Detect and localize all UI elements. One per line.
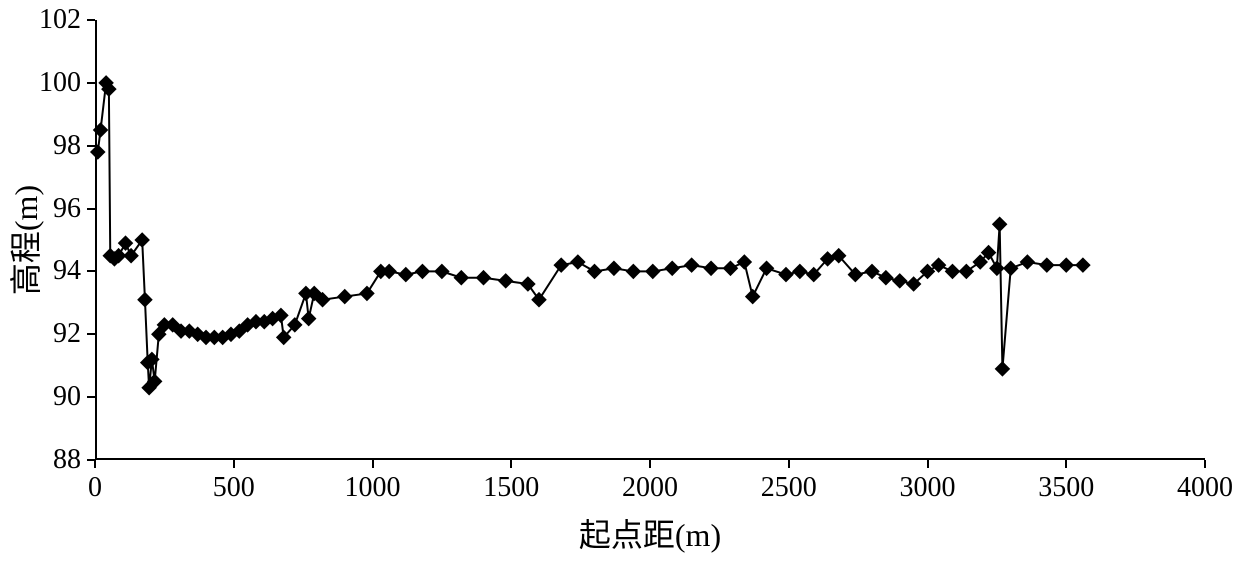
- x-tick-label: 3500: [1038, 472, 1094, 504]
- data-marker: [338, 290, 352, 304]
- data-marker: [135, 233, 149, 247]
- x-tick: [927, 460, 929, 468]
- data-marker: [685, 258, 699, 272]
- data-marker: [759, 261, 773, 275]
- y-tick-label: 100: [0, 67, 81, 99]
- x-tick: [649, 460, 651, 468]
- series-line: [98, 83, 1083, 388]
- data-marker: [1004, 261, 1018, 275]
- data-marker: [995, 362, 1009, 376]
- data-marker: [665, 261, 679, 275]
- x-tick-label: 2000: [622, 472, 678, 504]
- data-marker: [879, 271, 893, 285]
- data-marker: [124, 249, 138, 263]
- x-tick-label: 4000: [1177, 472, 1233, 504]
- data-marker: [865, 264, 879, 278]
- data-marker: [118, 236, 132, 250]
- data-marker: [959, 264, 973, 278]
- data-marker: [1076, 258, 1090, 272]
- x-tick: [372, 460, 374, 468]
- data-marker: [302, 312, 316, 326]
- data-marker: [382, 264, 396, 278]
- data-marker: [521, 277, 535, 291]
- data-marker: [779, 268, 793, 282]
- x-tick-label: 0: [88, 472, 102, 504]
- y-tick: [87, 333, 95, 335]
- x-axis-title: 起点距(m): [579, 510, 721, 556]
- data-marker: [990, 261, 1004, 275]
- data-marker: [723, 261, 737, 275]
- x-tick: [510, 460, 512, 468]
- x-tick-label: 1000: [345, 472, 401, 504]
- x-tick: [233, 460, 235, 468]
- data-marker: [746, 290, 760, 304]
- data-marker: [554, 258, 568, 272]
- data-marker: [1040, 258, 1054, 272]
- data-marker: [1020, 255, 1034, 269]
- data-marker: [360, 286, 374, 300]
- data-marker: [91, 145, 105, 159]
- data-marker: [532, 293, 546, 307]
- data-marker: [399, 268, 413, 282]
- y-tick-label: 92: [0, 318, 81, 350]
- y-tick: [87, 82, 95, 84]
- x-tick-label: 2500: [761, 472, 817, 504]
- data-marker: [435, 264, 449, 278]
- data-marker: [793, 264, 807, 278]
- y-tick: [87, 19, 95, 21]
- y-tick-label: 90: [0, 381, 81, 413]
- data-marker: [415, 264, 429, 278]
- data-marker: [454, 271, 468, 285]
- x-tick: [1065, 460, 1067, 468]
- data-marker: [587, 264, 601, 278]
- y-tick-label: 88: [0, 444, 81, 476]
- data-marker: [646, 264, 660, 278]
- x-tick-label: 3000: [900, 472, 956, 504]
- x-tick: [94, 460, 96, 468]
- data-marker: [993, 217, 1007, 231]
- x-tick: [1204, 460, 1206, 468]
- y-tick-label: 98: [0, 130, 81, 162]
- data-marker: [1059, 258, 1073, 272]
- y-tick: [87, 145, 95, 147]
- y-axis-title: 高程(m): [1, 185, 47, 295]
- y-tick: [87, 208, 95, 210]
- data-marker: [499, 274, 513, 288]
- data-marker: [571, 255, 585, 269]
- y-tick-label: 102: [0, 4, 81, 36]
- data-marker: [138, 293, 152, 307]
- x-tick-label: 500: [213, 472, 255, 504]
- x-tick: [788, 460, 790, 468]
- data-marker: [704, 261, 718, 275]
- y-tick: [87, 396, 95, 398]
- data-marker: [945, 264, 959, 278]
- data-marker: [476, 271, 490, 285]
- data-marker: [893, 274, 907, 288]
- x-tick-label: 1500: [483, 472, 539, 504]
- data-marker: [626, 264, 640, 278]
- data-marker: [607, 261, 621, 275]
- data-marker: [737, 255, 751, 269]
- data-marker: [93, 123, 107, 137]
- y-tick: [87, 270, 95, 272]
- elevation-chart: 8890929496981001020500100015002000250030…: [0, 0, 1240, 574]
